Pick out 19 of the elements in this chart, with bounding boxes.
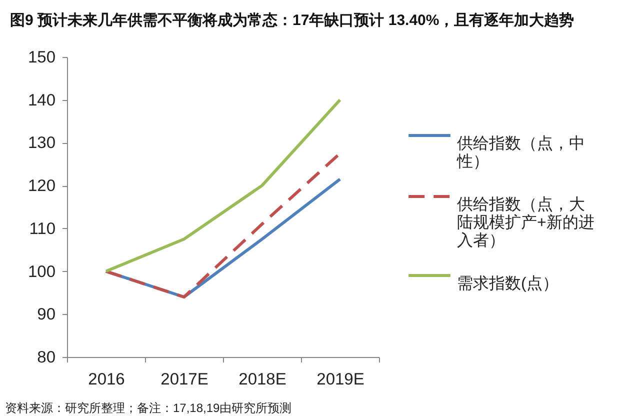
x-tick-label: 2016: [88, 370, 125, 388]
y-tick-label: 140: [28, 91, 56, 110]
y-tick-label: 90: [37, 306, 56, 324]
y-tick-label: 150: [28, 48, 56, 66]
y-tick-label: 100: [28, 262, 56, 281]
line-series: [104, 98, 342, 273]
y-tick-label: 80: [37, 348, 56, 366]
x-tick-label: 2018E: [238, 370, 286, 388]
y-tick-label: 120: [28, 177, 56, 196]
legend-label: 供给指数（点，中性）: [456, 134, 585, 170]
x-tick-label: 2019E: [316, 370, 364, 388]
y-tick-label: 110: [29, 220, 56, 238]
legend-label: 供给指数（点，大陆规模扩产+新的进入者）: [457, 196, 594, 250]
line-series: [104, 152, 342, 298]
text: 资料来源：研究所整理；备注：17,18,19由研究所预测: [5, 401, 292, 415]
x-tick-label: 2017E: [160, 370, 208, 388]
legend-label: 需求指数(点）: [457, 274, 558, 292]
y-tick-label: 130: [28, 134, 56, 152]
chart-title: 图9 预计未来几年供需不平衡将成为常态：17年缺口预计 13.40%，且有逐年加大趋势: [10, 12, 574, 29]
